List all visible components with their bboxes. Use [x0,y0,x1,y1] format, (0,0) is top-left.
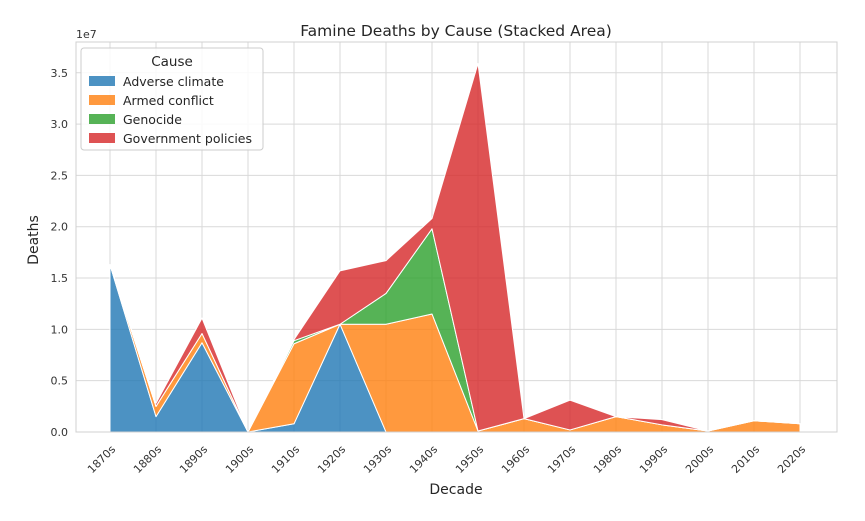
legend-swatch-armed-conflict [89,95,115,105]
legend-title: Cause [151,54,193,70]
x-axis-label: Decade [429,482,482,498]
y-tick-label: 0.5 [51,375,69,388]
legend-label-armed-conflict: Armed conflict [123,93,214,108]
x-tick-label: 1940s [407,443,440,476]
x-tick-label: 1890s [177,443,210,476]
y-axis-label: Deaths [26,215,42,265]
chart-title: Famine Deaths by Cause (Stacked Area) [300,22,612,40]
plot-frame [75,41,838,433]
x-tick-label: 1870s [85,443,118,476]
x-tick-label: 1930s [361,443,394,476]
y-tick-label: 2.5 [51,169,69,182]
y-tick-label: 3.5 [51,67,69,80]
x-tick-label: 2010s [729,443,762,476]
x-tick-label: 1960s [499,443,532,476]
area-layer [109,63,801,433]
legend-label-adverse-climate: Adverse climate [123,74,224,89]
y-tick-label: 1.5 [51,272,69,285]
x-tick-label: 1950s [453,443,486,476]
legend-swatch-genocide [89,114,115,124]
legend-label-government-policies: Government policies [123,131,252,146]
area-series-government-policies [109,63,801,433]
x-tick-label: 1970s [545,443,578,476]
x-tick-label: 1920s [315,443,348,476]
legend-swatch-adverse-climate [89,76,115,86]
x-tick-label: 2000s [683,443,716,476]
legend: Cause Adverse climate Armed conflict Genoc… [80,47,264,151]
x-tick-label: 1910s [269,443,302,476]
y-tick-label: 0.0 [51,426,69,439]
x-tick-label: 1880s [131,443,164,476]
legend-swatch-government-policies [89,133,115,143]
y-tick-label: 2.0 [51,221,69,234]
legend-box [80,47,264,151]
x-tick-label: 1900s [223,443,256,476]
legend-items: Adverse climate Armed conflict Genocide Gov… [89,74,252,146]
x-tick-label: 2020s [775,443,808,476]
y-axis-multiplier: 1e7 [76,28,97,41]
y-tick-label: 3.0 [51,118,69,131]
x-tick-label: 1990s [637,443,670,476]
y-tick-label: 1.0 [51,323,69,336]
x-tick-label: 1980s [591,443,624,476]
legend-label-genocide: Genocide [123,112,182,127]
